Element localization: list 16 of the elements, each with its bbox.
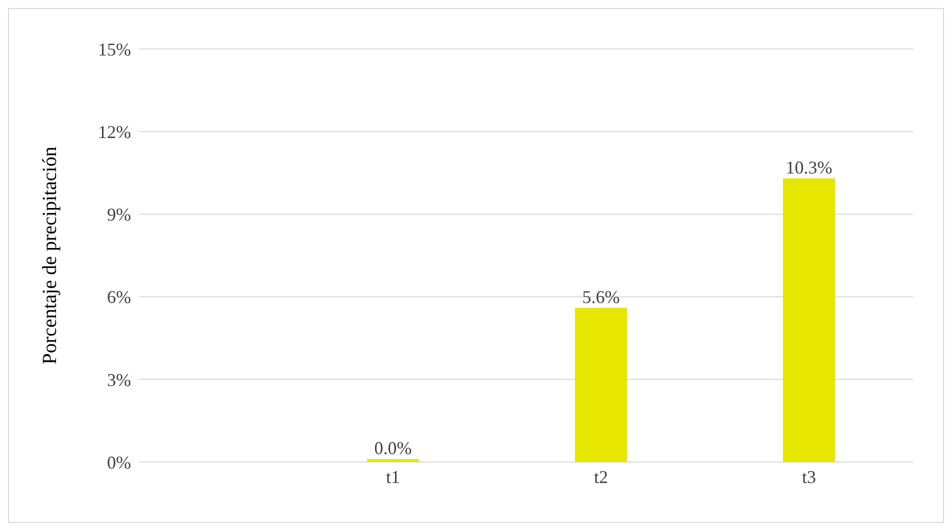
y-tick-label: 15% [98, 39, 131, 60]
data-label: 5.6% [582, 286, 620, 307]
x-tick-label: t3 [802, 466, 816, 487]
bar [783, 178, 835, 462]
x-tick-label: t1 [386, 466, 400, 487]
bar [367, 459, 419, 462]
data-label: 10.3% [786, 157, 832, 178]
y-tick-label: 3% [107, 370, 131, 390]
y-tick-label: 9% [107, 204, 131, 225]
bar [575, 308, 627, 462]
y-tick-label: 12% [98, 122, 131, 142]
y-tick-label: 6% [107, 287, 131, 308]
y-axis-title: Porcentaje de precipitación [39, 146, 62, 364]
y-tick-label: 0% [107, 452, 131, 472]
data-label: 0.0% [374, 438, 412, 458]
x-tick-label: t2 [594, 466, 608, 487]
